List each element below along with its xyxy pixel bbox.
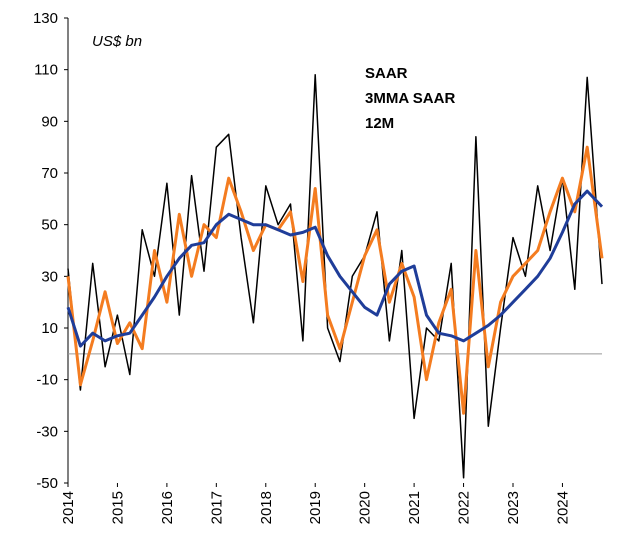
series-line (66, 189, 604, 348)
series-line (67, 74, 603, 479)
x-tick-label: 2018 (258, 491, 275, 524)
unit-annotation: US$ bn (92, 33, 142, 50)
y-tick-label: 50 (41, 217, 58, 234)
legend-entry: SAAR (365, 65, 408, 82)
y-tick-label: 30 (41, 268, 58, 285)
x-tick-label: 2015 (109, 491, 126, 524)
x-tick-label: 2023 (505, 491, 522, 524)
x-tick-label: 2014 (60, 491, 77, 524)
series-line (66, 145, 604, 415)
y-tick-label: -50 (36, 475, 58, 492)
legend-entry: 3MMA SAAR (365, 90, 455, 107)
legend-entry: 12M (365, 115, 394, 132)
x-tick-label: 2022 (456, 491, 473, 524)
x-tick-label: 2019 (307, 491, 324, 524)
x-tick-label: 2017 (208, 491, 225, 524)
x-tick-label: 2021 (406, 491, 423, 524)
x-tick-label: 2020 (357, 491, 374, 524)
y-tick-label: 110 (34, 62, 58, 79)
y-tick-label: -10 (36, 372, 58, 389)
y-tick-label: -30 (36, 423, 58, 440)
y-tick-label: 70 (41, 165, 58, 182)
x-tick-label: 2016 (159, 491, 176, 524)
x-tick-label: 2024 (554, 491, 571, 524)
y-tick-label: 130 (33, 10, 58, 27)
y-tick-label: 10 (41, 320, 58, 337)
y-tick-label: 90 (41, 113, 58, 130)
